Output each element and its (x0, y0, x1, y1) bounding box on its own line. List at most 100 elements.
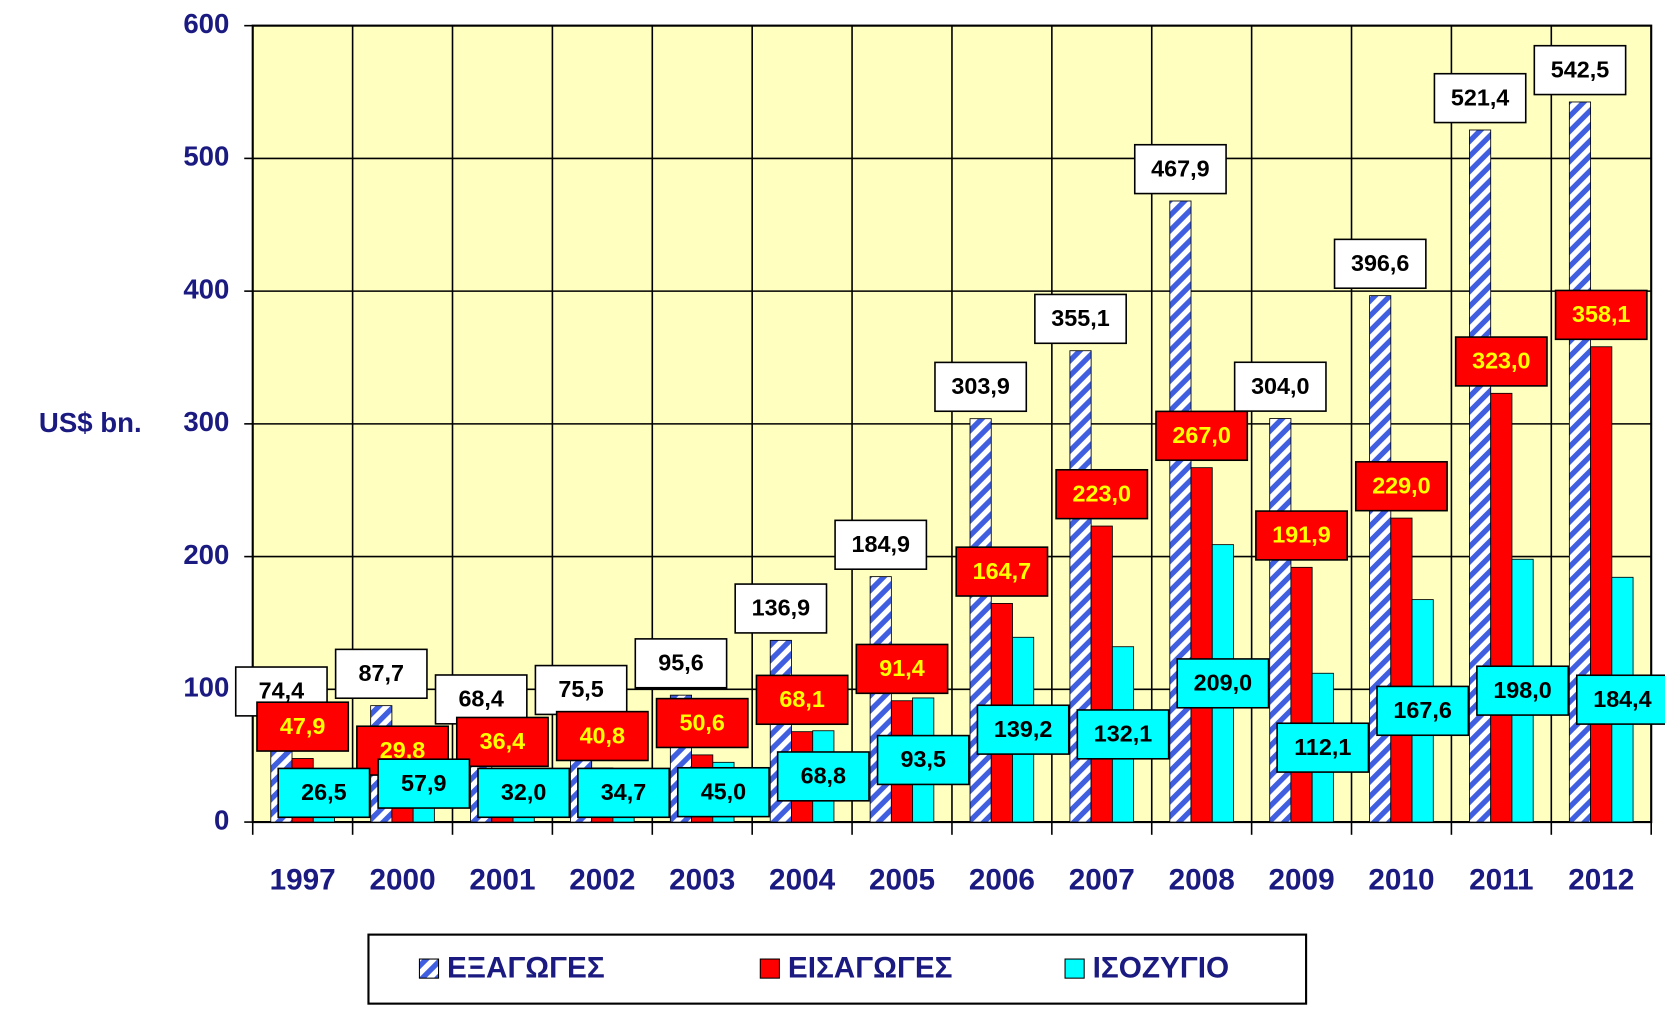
x-tick-label: 2011 (1469, 863, 1533, 896)
value-label: 303,9 (951, 373, 1009, 399)
value-label: 34,7 (601, 779, 646, 805)
value-label-box (776, 751, 870, 802)
value-label: 223,0 (1073, 480, 1131, 506)
y-tick-label: 400 (183, 273, 229, 304)
value-label: 323,0 (1472, 348, 1530, 374)
value-label: 136,9 (752, 595, 810, 621)
value-label-box (734, 583, 828, 634)
value-label: 68,4 (458, 686, 503, 712)
bar (1369, 295, 1392, 823)
value-label-box (855, 643, 949, 695)
value-label-box (1354, 461, 1448, 512)
value-label-box (256, 701, 350, 752)
bar (869, 576, 892, 823)
value-label-box (277, 767, 371, 819)
value-label-box (334, 648, 428, 700)
bar (969, 418, 992, 823)
value-label: 68,1 (779, 686, 824, 712)
value-label: 521,4 (1451, 84, 1509, 110)
value-label-box (676, 766, 770, 818)
x-tick-label: 1997 (270, 863, 336, 896)
value-label-box (655, 697, 749, 749)
value-label: 198,0 (1493, 677, 1551, 703)
value-label: 396,6 (1351, 250, 1409, 276)
value-label-box (1276, 722, 1370, 773)
value-label-box (1034, 293, 1127, 345)
value-label-box (577, 767, 670, 819)
x-tick-label: 2008 (1169, 863, 1235, 896)
value-label: 467,9 (1151, 155, 1209, 181)
bar (1290, 566, 1313, 823)
value-label-box (834, 519, 928, 570)
x-tick-label: 2002 (569, 863, 635, 896)
plot-border (251, 24, 1653, 824)
y-tick-label: 600 (183, 8, 229, 39)
value-label-box (1133, 143, 1227, 195)
value-label: 74,4 (259, 678, 304, 704)
value-label: 167,6 (1393, 697, 1451, 723)
value-label: 50,6 (679, 709, 724, 735)
value-label-box (934, 361, 1028, 413)
value-label: 355,1 (1051, 305, 1109, 331)
value-label: 304,0 (1251, 373, 1309, 399)
bar (1590, 346, 1613, 823)
value-label: 93,5 (900, 746, 945, 772)
value-label-box (1055, 468, 1149, 520)
legend-label: ΕΙΣΑΓΩΓΕΣ (788, 952, 953, 985)
value-label: 68,8 (801, 763, 846, 789)
bar (1190, 467, 1213, 823)
value-label-box (976, 704, 1070, 755)
value-label: 26,5 (301, 779, 346, 805)
value-label: 132,1 (1094, 721, 1152, 747)
value-label: 36,4 (480, 728, 525, 754)
value-label: 57,9 (401, 770, 446, 796)
y-tick-label: 300 (183, 406, 229, 437)
value-label: 184,9 (852, 531, 910, 557)
value-label: 47,9 (280, 713, 325, 739)
value-label: 32,0 (501, 779, 546, 805)
value-label: 139,2 (994, 716, 1052, 742)
x-tick-label: 2012 (1568, 863, 1634, 896)
value-label-box (1454, 336, 1548, 387)
value-label-box (1476, 665, 1570, 716)
value-label: 184,4 (1593, 686, 1651, 712)
value-label-box (1233, 361, 1327, 412)
value-label-box (477, 767, 571, 819)
value-label-box (634, 638, 728, 689)
value-label-box (755, 674, 849, 726)
value-label: 87,7 (359, 660, 404, 686)
x-tick-label: 2005 (869, 863, 935, 896)
value-label: 40,8 (580, 722, 625, 748)
value-label-box (434, 674, 528, 725)
y-tick-label: 200 (183, 539, 229, 570)
value-label-box (1176, 658, 1270, 709)
bar (1469, 129, 1492, 823)
value-label-box (1076, 709, 1170, 760)
value-label-box (1376, 685, 1470, 737)
bar (1090, 525, 1113, 823)
value-label-box (555, 710, 649, 762)
bar (1169, 200, 1192, 823)
legend-label: ΕΞΑΓΩΓΕΣ (447, 952, 605, 985)
value-label-box (1155, 410, 1249, 462)
value-label: 191,9 (1272, 522, 1330, 548)
value-label: 358,1 (1572, 301, 1630, 327)
x-tick-label: 2003 (669, 863, 735, 896)
legend-swatch (418, 958, 440, 979)
value-label: 164,7 (973, 558, 1031, 584)
value-label: 267,0 (1172, 422, 1230, 448)
x-tick-label: 2004 (769, 863, 836, 896)
y-axis-label: US$ bn. (39, 407, 142, 438)
y-tick-label: 500 (183, 141, 229, 172)
x-tick-label: 2001 (469, 863, 535, 896)
bar (1390, 517, 1413, 823)
value-label-box (1575, 674, 1665, 725)
value-label-box (1255, 510, 1348, 561)
value-label-box (1333, 238, 1427, 290)
value-label: 95,6 (658, 650, 703, 676)
x-tick-label: 2009 (1269, 863, 1335, 896)
value-label: 229,0 (1372, 472, 1430, 498)
value-label: 209,0 (1194, 670, 1252, 696)
legend (367, 933, 1308, 1005)
